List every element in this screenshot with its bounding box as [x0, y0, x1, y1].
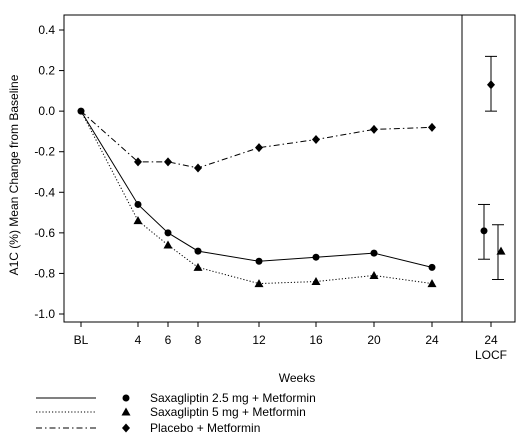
legend-label: Saxagliptin 2.5 mg + Metformin [150, 391, 316, 405]
legend-label: Saxagliptin 5 mg + Metformin [150, 405, 306, 419]
locf-label: LOCF [475, 348, 507, 362]
marker-triangle [121, 407, 131, 416]
x-tick-label: 8 [195, 333, 202, 347]
marker-diamond [370, 124, 378, 134]
marker-triangle [427, 279, 437, 288]
locf-panel [478, 55, 506, 281]
x-axis-label: Weeks [279, 371, 315, 385]
x-tick-label: 24 [425, 333, 439, 347]
marker-triangle [193, 262, 203, 271]
marker-circle [164, 229, 172, 237]
marker-diamond [194, 163, 202, 173]
x-tick-label: 12 [252, 333, 266, 347]
locf-tick-label: 24 [484, 333, 498, 347]
marker-circle [480, 227, 488, 235]
marker-diamond [164, 157, 172, 167]
y-tick-label: -0.6 [34, 226, 55, 240]
y-axis-ticks: 0.4 0.2 0.0 -0.2 -0.4 -0.6 -0.8 -1.0 [34, 23, 64, 321]
y-tick-label: 0.0 [38, 104, 55, 118]
marker-triangle [311, 277, 321, 286]
marker-circle [428, 263, 436, 271]
marker-circle [370, 249, 378, 257]
marker-diamond [312, 135, 320, 145]
x-tick-label: 16 [309, 333, 323, 347]
marker-diamond [255, 143, 263, 153]
marker-circle [194, 247, 202, 255]
x-tick-label: BL [74, 333, 89, 347]
marker-circle [312, 253, 320, 261]
legend-label: Placebo + Metformin [150, 421, 260, 435]
y-tick-label: -1.0 [34, 307, 55, 321]
x-tick-label: 20 [367, 333, 381, 347]
y-tick-label: -0.2 [34, 145, 55, 159]
marker-triangle [496, 246, 506, 255]
marker-diamond [428, 122, 436, 132]
x-tick-label: 6 [165, 333, 172, 347]
y-tick-label: -0.4 [34, 185, 55, 199]
marker-triangle [133, 216, 143, 225]
series-layer [77, 107, 437, 288]
marker-diamond [134, 157, 142, 167]
series-line [80, 110, 433, 169]
marker-circle [122, 394, 130, 402]
series-line [80, 110, 433, 285]
marker-circle [134, 200, 142, 208]
y-axis-label: A1C (%) Mean Change from Baseline [7, 74, 21, 275]
marker-diamond [122, 423, 130, 433]
plot-frame [63, 14, 516, 323]
legend: Saxagliptin 2.5 mg + MetforminSaxaglipti… [36, 391, 316, 435]
x-tick-label: 4 [135, 333, 142, 347]
y-tick-label: 0.2 [38, 64, 55, 78]
marker-triangle [254, 279, 264, 288]
series-line [80, 110, 433, 268]
y-tick-label: 0.4 [38, 23, 55, 37]
marker-circle [255, 257, 263, 265]
marker-triangle [163, 240, 173, 249]
marker-diamond [487, 80, 495, 90]
marker-triangle [369, 270, 379, 279]
y-tick-label: -0.8 [34, 266, 55, 280]
baseline-marker [77, 107, 85, 115]
